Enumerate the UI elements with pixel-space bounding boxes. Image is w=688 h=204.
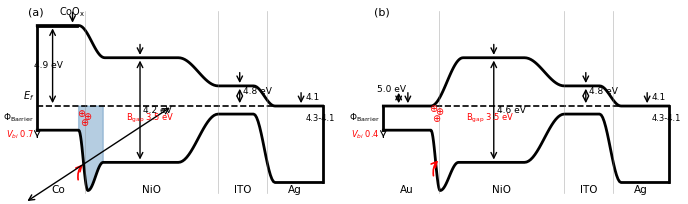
Text: $V_{bi}$ 0.7: $V_{bi}$ 0.7	[6, 129, 34, 141]
Text: ITO: ITO	[234, 185, 252, 195]
Text: $\oplus$: $\oplus$	[83, 111, 92, 122]
Text: Ag: Ag	[634, 185, 648, 195]
Text: 4.3-4.1: 4.3-4.1	[305, 114, 335, 123]
Text: Au: Au	[400, 185, 414, 195]
Text: Co: Co	[52, 185, 65, 195]
Text: NiO: NiO	[142, 185, 161, 195]
Text: (a): (a)	[28, 7, 43, 17]
Polygon shape	[78, 106, 103, 191]
Text: $\oplus$: $\oplus$	[80, 117, 89, 128]
Text: 5.0 eV: 5.0 eV	[377, 85, 406, 94]
Text: 4.8 eV: 4.8 eV	[589, 88, 618, 96]
Text: 4.6 eV: 4.6 eV	[497, 105, 526, 115]
Text: $E_f$: $E_f$	[23, 89, 34, 103]
Text: (b): (b)	[374, 7, 390, 17]
Text: 4.2 eV: 4.2 eV	[143, 105, 172, 115]
Text: $\Phi_{\mathrm{Barrier}}$: $\Phi_{\mathrm{Barrier}}$	[350, 112, 380, 124]
Text: $\mathrm{CoO_x}$: $\mathrm{CoO_x}$	[59, 6, 86, 20]
Text: $\mathrm{B_{gap}}$ 3.5 eV: $\mathrm{B_{gap}}$ 3.5 eV	[126, 112, 175, 125]
Text: 4.3-4.1: 4.3-4.1	[652, 114, 681, 123]
Text: $\oplus$: $\oplus$	[77, 108, 87, 119]
Text: NiO: NiO	[492, 185, 511, 195]
Text: 4.9 eV: 4.9 eV	[34, 61, 63, 70]
Text: $\oplus$: $\oplus$	[432, 113, 442, 124]
Text: 4.1: 4.1	[305, 93, 320, 102]
Text: 4.8 eV: 4.8 eV	[243, 88, 272, 96]
Text: $\mathrm{B_{gap}}$ 3.5 eV: $\mathrm{B_{gap}}$ 3.5 eV	[466, 112, 515, 125]
Text: $\oplus$: $\oplus$	[429, 103, 438, 114]
Text: $V_{bi}$ 0.4: $V_{bi}$ 0.4	[352, 129, 380, 141]
Text: ITO: ITO	[580, 185, 598, 195]
Text: $\Phi_{\mathrm{Barrier}}$: $\Phi_{\mathrm{Barrier}}$	[3, 112, 34, 124]
Text: Ag: Ag	[288, 185, 302, 195]
Text: 4.1: 4.1	[652, 93, 666, 102]
Text: $\oplus$: $\oplus$	[436, 105, 444, 116]
